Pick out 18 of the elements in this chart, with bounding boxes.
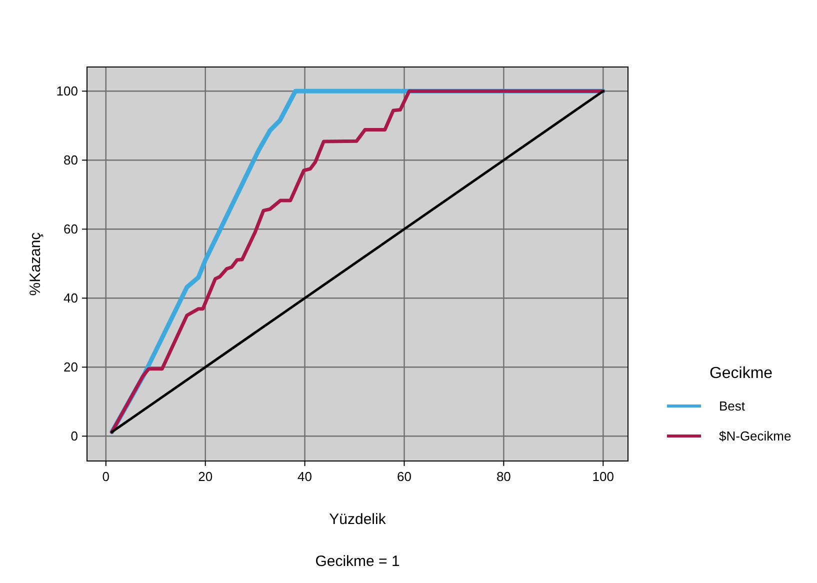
y-tick-label: 40 (64, 290, 78, 306)
text: Gecikme = 1 (315, 553, 400, 570)
y-tick-label: 80 (64, 152, 78, 168)
x-tick-label: 100 (592, 469, 614, 484)
x-axis-title: Yüzdelik (329, 511, 386, 528)
y-tick-label: 60 (64, 222, 78, 237)
x-tick-label: 80 (496, 469, 511, 484)
legend-label: $N-Gecikme (719, 428, 792, 444)
x-tick-label: 0 (102, 469, 110, 484)
x-tick-label: 60 (397, 469, 412, 484)
y-tick-label: 0 (70, 428, 78, 444)
y-axis-title: %Kazanç (27, 232, 44, 296)
legend-title: Gecikme (709, 365, 773, 382)
y-tick-label: 20 (64, 360, 78, 375)
x-tick-label: 20 (198, 469, 213, 484)
legend-label: Best (719, 398, 746, 414)
y-tick-label: 100 (56, 84, 78, 99)
x-tick-label: 40 (298, 469, 312, 484)
